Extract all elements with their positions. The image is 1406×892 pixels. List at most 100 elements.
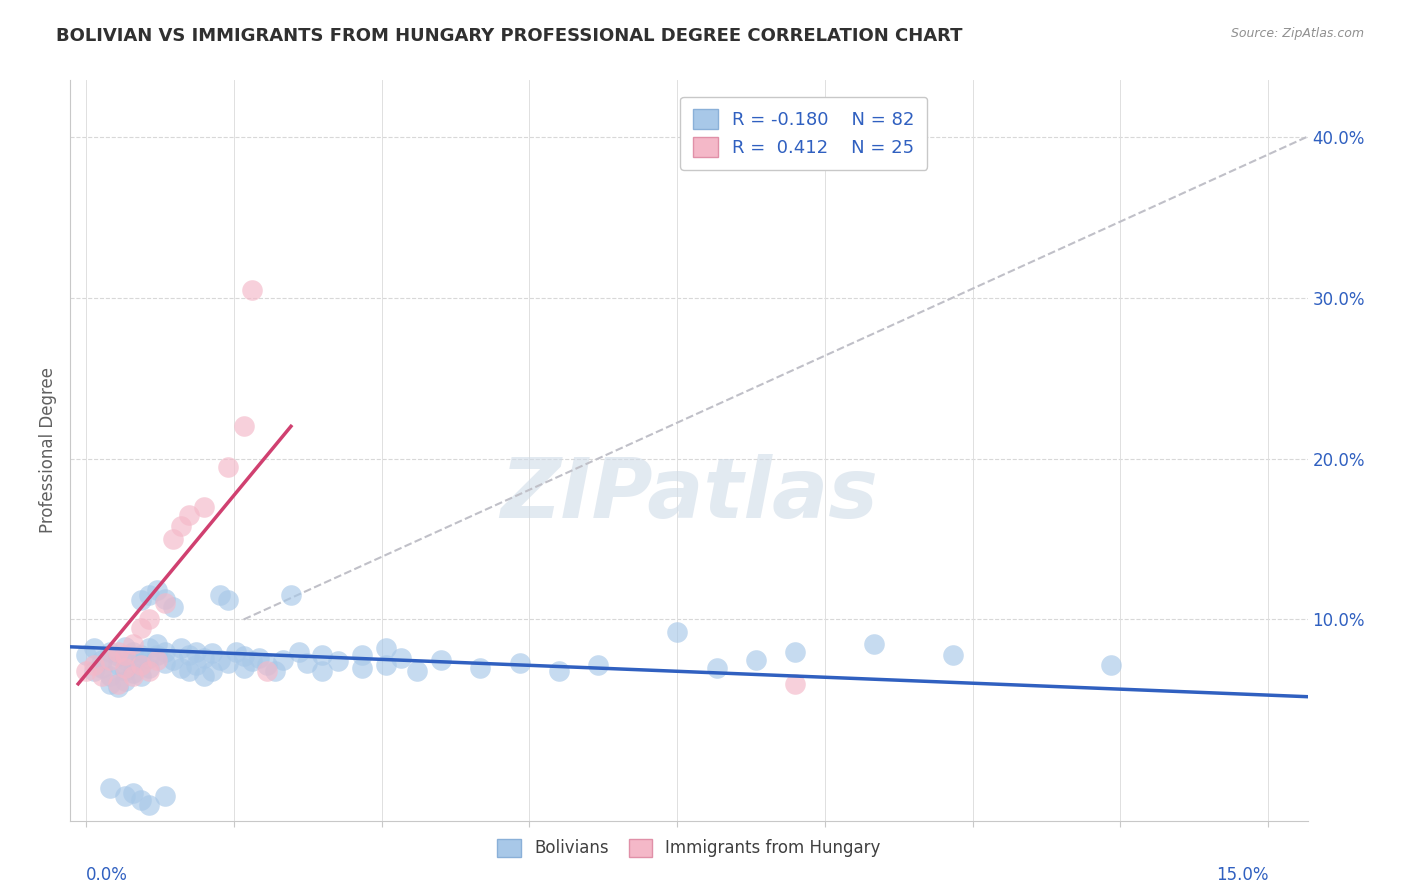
Point — [256, 664, 278, 678]
Point — [162, 653, 184, 667]
Point — [153, 591, 176, 606]
Text: Source: ZipAtlas.com: Source: ZipAtlas.com — [1230, 27, 1364, 40]
Point — [169, 641, 191, 656]
Point — [114, 673, 136, 688]
Point — [122, 669, 145, 683]
Point — [75, 664, 97, 678]
Point — [232, 419, 254, 434]
Point — [114, 664, 136, 678]
Point — [374, 657, 396, 672]
Point — [208, 653, 231, 667]
Point — [311, 648, 333, 662]
Point — [280, 588, 302, 602]
Point — [122, 786, 145, 800]
Point — [98, 645, 121, 659]
Point — [90, 661, 112, 675]
Point — [232, 649, 254, 664]
Point — [169, 519, 191, 533]
Point — [98, 781, 121, 796]
Point — [138, 661, 160, 675]
Point — [240, 654, 263, 668]
Point — [83, 657, 105, 672]
Point — [138, 797, 160, 812]
Point — [122, 645, 145, 659]
Point — [311, 664, 333, 678]
Point — [146, 648, 169, 662]
Point — [177, 648, 200, 662]
Point — [186, 657, 208, 672]
Point — [745, 653, 768, 667]
Point — [114, 789, 136, 804]
Y-axis label: Professional Degree: Professional Degree — [39, 368, 58, 533]
Point — [122, 665, 145, 680]
Point — [114, 653, 136, 667]
Point — [177, 508, 200, 522]
Point — [942, 648, 965, 662]
Point — [129, 657, 152, 672]
Point — [193, 500, 215, 514]
Point — [129, 648, 152, 662]
Point — [232, 661, 254, 675]
Point — [240, 283, 263, 297]
Point — [129, 793, 152, 807]
Point — [129, 593, 152, 607]
Point — [271, 653, 294, 667]
Point — [193, 651, 215, 665]
Point — [406, 664, 429, 678]
Point — [129, 620, 152, 634]
Point — [129, 669, 152, 683]
Point — [193, 669, 215, 683]
Point — [146, 637, 169, 651]
Point — [98, 677, 121, 691]
Point — [138, 641, 160, 656]
Point — [374, 641, 396, 656]
Point — [75, 648, 97, 662]
Point — [169, 661, 191, 675]
Text: 0.0%: 0.0% — [86, 866, 128, 884]
Point — [350, 661, 373, 675]
Point — [138, 612, 160, 626]
Point — [107, 649, 129, 664]
Point — [162, 532, 184, 546]
Point — [138, 664, 160, 678]
Point — [256, 657, 278, 672]
Point — [217, 656, 239, 670]
Point — [83, 664, 105, 678]
Point — [83, 641, 105, 656]
Point — [429, 653, 451, 667]
Point — [122, 654, 145, 668]
Point — [146, 583, 169, 598]
Point — [114, 640, 136, 654]
Point — [249, 651, 271, 665]
Point — [666, 625, 689, 640]
Point — [350, 648, 373, 662]
Text: ZIPatlas: ZIPatlas — [501, 454, 877, 535]
Point — [162, 599, 184, 614]
Point — [217, 459, 239, 474]
Point — [146, 653, 169, 667]
Point — [225, 645, 247, 659]
Point — [98, 653, 121, 667]
Point — [288, 645, 311, 659]
Legend: Bolivians, Immigrants from Hungary: Bolivians, Immigrants from Hungary — [491, 832, 887, 864]
Point — [217, 593, 239, 607]
Point — [186, 645, 208, 659]
Point — [295, 656, 318, 670]
Point — [785, 645, 807, 659]
Point — [863, 637, 886, 651]
Point — [389, 651, 412, 665]
Point — [153, 789, 176, 804]
Point — [138, 651, 160, 665]
Text: 15.0%: 15.0% — [1216, 866, 1268, 884]
Text: BOLIVIAN VS IMMIGRANTS FROM HUNGARY PROFESSIONAL DEGREE CORRELATION CHART: BOLIVIAN VS IMMIGRANTS FROM HUNGARY PROF… — [56, 27, 963, 45]
Point — [129, 657, 152, 672]
Point — [107, 677, 129, 691]
Point — [138, 588, 160, 602]
Point — [328, 654, 350, 668]
Point — [706, 661, 728, 675]
Point — [264, 664, 287, 678]
Point — [90, 669, 112, 683]
Point — [114, 648, 136, 662]
Point — [98, 669, 121, 683]
Point — [122, 637, 145, 651]
